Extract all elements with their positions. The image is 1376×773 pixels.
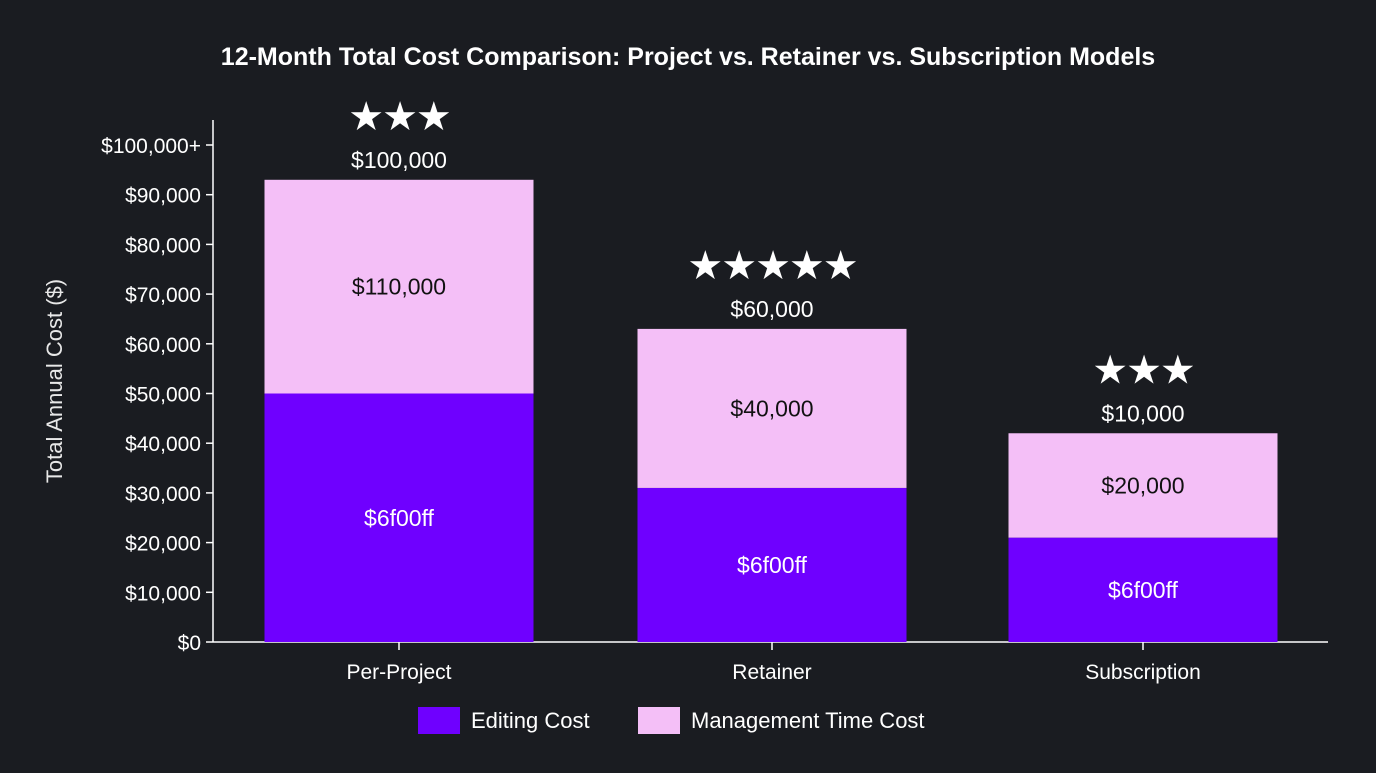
segment-label: $6f00ff (737, 552, 808, 578)
total-label: $60,000 (730, 296, 813, 322)
x-tick-label: Subscription (1085, 661, 1201, 684)
y-tick-label: $60,000 (125, 334, 201, 357)
axes: $0 $10,000 $20,000 $30,000 $40,000 $50,000 $60… (101, 120, 1328, 684)
bar-segment-management (264, 179, 534, 394)
legend: Editing Cost Management Time Cost (418, 707, 925, 734)
segment-label: $20,000 (1101, 472, 1184, 498)
y-tick-label: $70,000 (125, 284, 201, 307)
total-label: $10,000 (1101, 400, 1184, 426)
bar-segment-management (637, 328, 907, 488)
x-tick-label: Retainer (732, 661, 811, 684)
y-tick-label: $80,000 (125, 234, 201, 257)
total-label: $100,000 (351, 147, 447, 173)
segment-label: $40,000 (730, 395, 813, 421)
y-tick-label: $30,000 (125, 483, 201, 506)
segment-label: $110,000 (352, 274, 446, 300)
bar-segment-management (1008, 433, 1278, 538)
legend-swatch (418, 707, 460, 734)
y-tick-label: $50,000 (125, 384, 201, 407)
legend-swatch (638, 707, 680, 734)
y-axis-label: Total Annual Cost ($) (42, 279, 67, 483)
star-rating-icon: ★★★ (1092, 348, 1194, 392)
y-tick-label: $20,000 (125, 533, 201, 556)
chart-title: 12-Month Total Cost Comparison: Project … (221, 43, 1155, 71)
bar-segment-editing (1008, 537, 1278, 642)
y-tick-label: $90,000 (125, 185, 201, 208)
star-rating-icon: ★★★ (348, 95, 450, 139)
segment-label: $6f00ff (1108, 577, 1179, 603)
bars: $6f00ff $110,000 $100,000 ★★★ $6f00ff $40,000… (264, 95, 1278, 642)
y-tick-label: $40,000 (125, 433, 201, 456)
bar-segment-editing (264, 393, 534, 642)
y-tick-label: $0 (178, 632, 201, 655)
bar-segment-editing (637, 487, 907, 642)
star-rating-icon: ★★★★★ (687, 244, 856, 288)
legend-label: Editing Cost (471, 708, 590, 733)
y-tick-label: $10,000 (125, 582, 201, 605)
x-tick-label: Per-Project (346, 661, 451, 684)
y-tick-label: $100,000+ (101, 135, 201, 158)
legend-label: Management Time Cost (691, 708, 925, 733)
segment-label: $6f00ff (364, 505, 435, 531)
